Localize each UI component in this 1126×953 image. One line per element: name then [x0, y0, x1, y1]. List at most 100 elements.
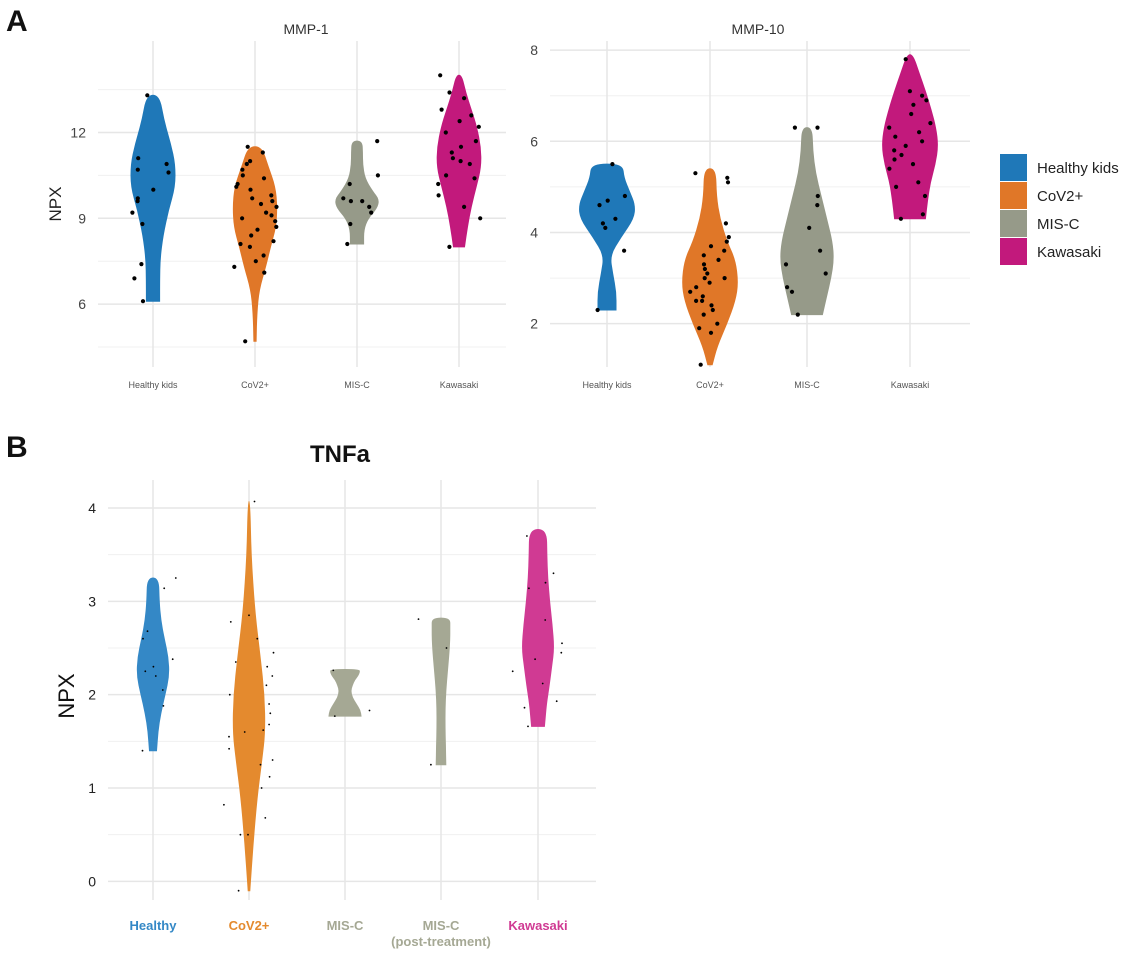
data-point-mmp1 — [462, 96, 467, 101]
data-point-mmp1 — [235, 181, 240, 187]
data-point-tnfa — [430, 763, 432, 766]
data-point-mmp10 — [597, 203, 602, 208]
data-point-mmp1 — [469, 113, 474, 118]
data-point-mmp10 — [610, 162, 615, 167]
data-point-mmp10 — [708, 244, 714, 249]
data-point-mmp10 — [725, 180, 731, 185]
data-point-mmp1 — [240, 216, 245, 221]
x-tick-label-cov2: CoV2+ — [229, 918, 270, 933]
data-point-mmp10 — [688, 289, 693, 294]
data-point-mmp10 — [916, 180, 921, 185]
data-point-mmp1 — [341, 196, 346, 201]
violin-tnfa-kawasaki — [522, 528, 554, 727]
data-point-tnfa — [248, 614, 250, 617]
data-point-tnfa — [228, 735, 230, 738]
data-point-mmp10 — [705, 271, 710, 276]
data-point-mmp1 — [467, 161, 472, 167]
data-point-mmp10 — [892, 148, 897, 153]
data-point-mmp1 — [238, 241, 243, 247]
data-point-tnfa — [333, 715, 336, 717]
legend-swatch-mis-c — [1000, 210, 1027, 237]
chart-mmp10: MMP-10 2 4 6 8 Healthy kids CoV2+ MIS-C Kawasak… — [530, 21, 970, 390]
data-point-mmp1 — [274, 204, 279, 209]
chart-title-mmp1: MMP-1 — [283, 21, 328, 37]
data-point-mmp1 — [258, 201, 264, 207]
data-point-mmp10 — [710, 307, 715, 313]
data-point-tnfa — [268, 775, 271, 778]
violin-mmp10-cov2 — [682, 168, 738, 366]
y-tick-label: 8 — [530, 42, 538, 58]
violin-tnfa-cov2 — [232, 500, 266, 892]
legend-label-kawasaki: Kawasaki — [1037, 244, 1101, 261]
data-point-mmp1 — [447, 90, 452, 95]
x-tick-label-mis-c: MIS-C — [344, 380, 370, 390]
data-point-mmp1 — [438, 73, 443, 78]
data-point-tnfa — [234, 661, 237, 663]
data-point-mmp1 — [439, 107, 444, 112]
data-point-mmp1 — [135, 196, 140, 201]
data-point-tnfa — [253, 500, 256, 503]
data-point-tnfa — [552, 572, 555, 575]
chart-mmp1: MMP-1 NPX 6 9 12 Healthy kids CoV2+ MIS-C Kawa… — [46, 21, 506, 390]
data-point-tnfa — [445, 647, 448, 649]
data-point-tnfa — [271, 675, 274, 677]
data-point-mmp10 — [595, 307, 600, 313]
data-point-mmp1 — [436, 193, 441, 198]
data-point-mmp1 — [443, 130, 448, 135]
data-point-mmp10 — [920, 139, 925, 144]
data-point-mmp1 — [473, 139, 478, 144]
data-point-tnfa — [511, 670, 514, 673]
data-point-mmp10 — [701, 262, 707, 267]
data-point-tnfa — [163, 587, 166, 590]
data-point-mmp1 — [248, 159, 253, 164]
data-point-tnfa — [266, 665, 269, 668]
data-point-mmp1 — [457, 119, 462, 124]
panel-label-b: B — [6, 431, 28, 464]
x-tick-sublabel-post-treatment: (post-treatment) — [391, 934, 491, 949]
y-axis-label-tnfa: NPX — [54, 673, 79, 719]
data-point-mmp1 — [274, 224, 279, 229]
data-point-mmp10 — [701, 253, 706, 258]
data-point-tnfa — [154, 675, 157, 677]
data-point-tnfa — [237, 889, 240, 892]
y-tick-label: 6 — [78, 296, 86, 312]
data-point-mmp1 — [253, 259, 258, 264]
data-point-mmp1 — [247, 244, 252, 249]
data-point-mmp1 — [369, 210, 374, 215]
data-point-mmp1 — [476, 124, 481, 129]
data-point-mmp10 — [907, 89, 913, 94]
data-point-mmp10 — [622, 248, 627, 253]
data-point-mmp1 — [462, 204, 467, 209]
data-point-tnfa — [174, 577, 177, 579]
data-point-mmp1 — [244, 161, 249, 167]
data-point-mmp1 — [249, 233, 254, 238]
data-point-mmp10 — [922, 193, 928, 199]
data-point-tnfa — [555, 700, 558, 703]
data-point-mmp10 — [789, 289, 795, 294]
x-tick-label-kawasaki: Kawasaki — [508, 918, 567, 933]
data-point-tnfa — [541, 682, 544, 685]
data-point-tnfa — [262, 729, 265, 731]
data-point-mmp10 — [605, 198, 610, 203]
panel-label-a: A — [6, 5, 28, 38]
data-point-mmp1 — [444, 173, 449, 178]
data-point-mmp1 — [135, 167, 140, 172]
data-point-tnfa — [228, 747, 231, 750]
data-point-mmp10 — [920, 212, 926, 217]
data-point-mmp1 — [260, 150, 265, 155]
data-point-mmp10 — [715, 321, 720, 326]
data-point-tnfa — [259, 763, 262, 766]
data-point-mmp1 — [240, 167, 245, 172]
data-point-mmp10 — [709, 303, 714, 308]
data-point-tnfa — [260, 787, 263, 789]
data-point-tnfa — [561, 642, 563, 645]
data-point-mmp10 — [708, 330, 714, 335]
data-point-mmp10 — [697, 326, 702, 331]
data-point-mmp1 — [269, 213, 274, 218]
data-point-mmp10 — [818, 248, 823, 253]
data-point-mmp1 — [270, 199, 275, 204]
data-point-tnfa — [144, 670, 147, 673]
data-point-mmp1 — [255, 227, 260, 232]
data-point-mmp10 — [911, 102, 916, 107]
